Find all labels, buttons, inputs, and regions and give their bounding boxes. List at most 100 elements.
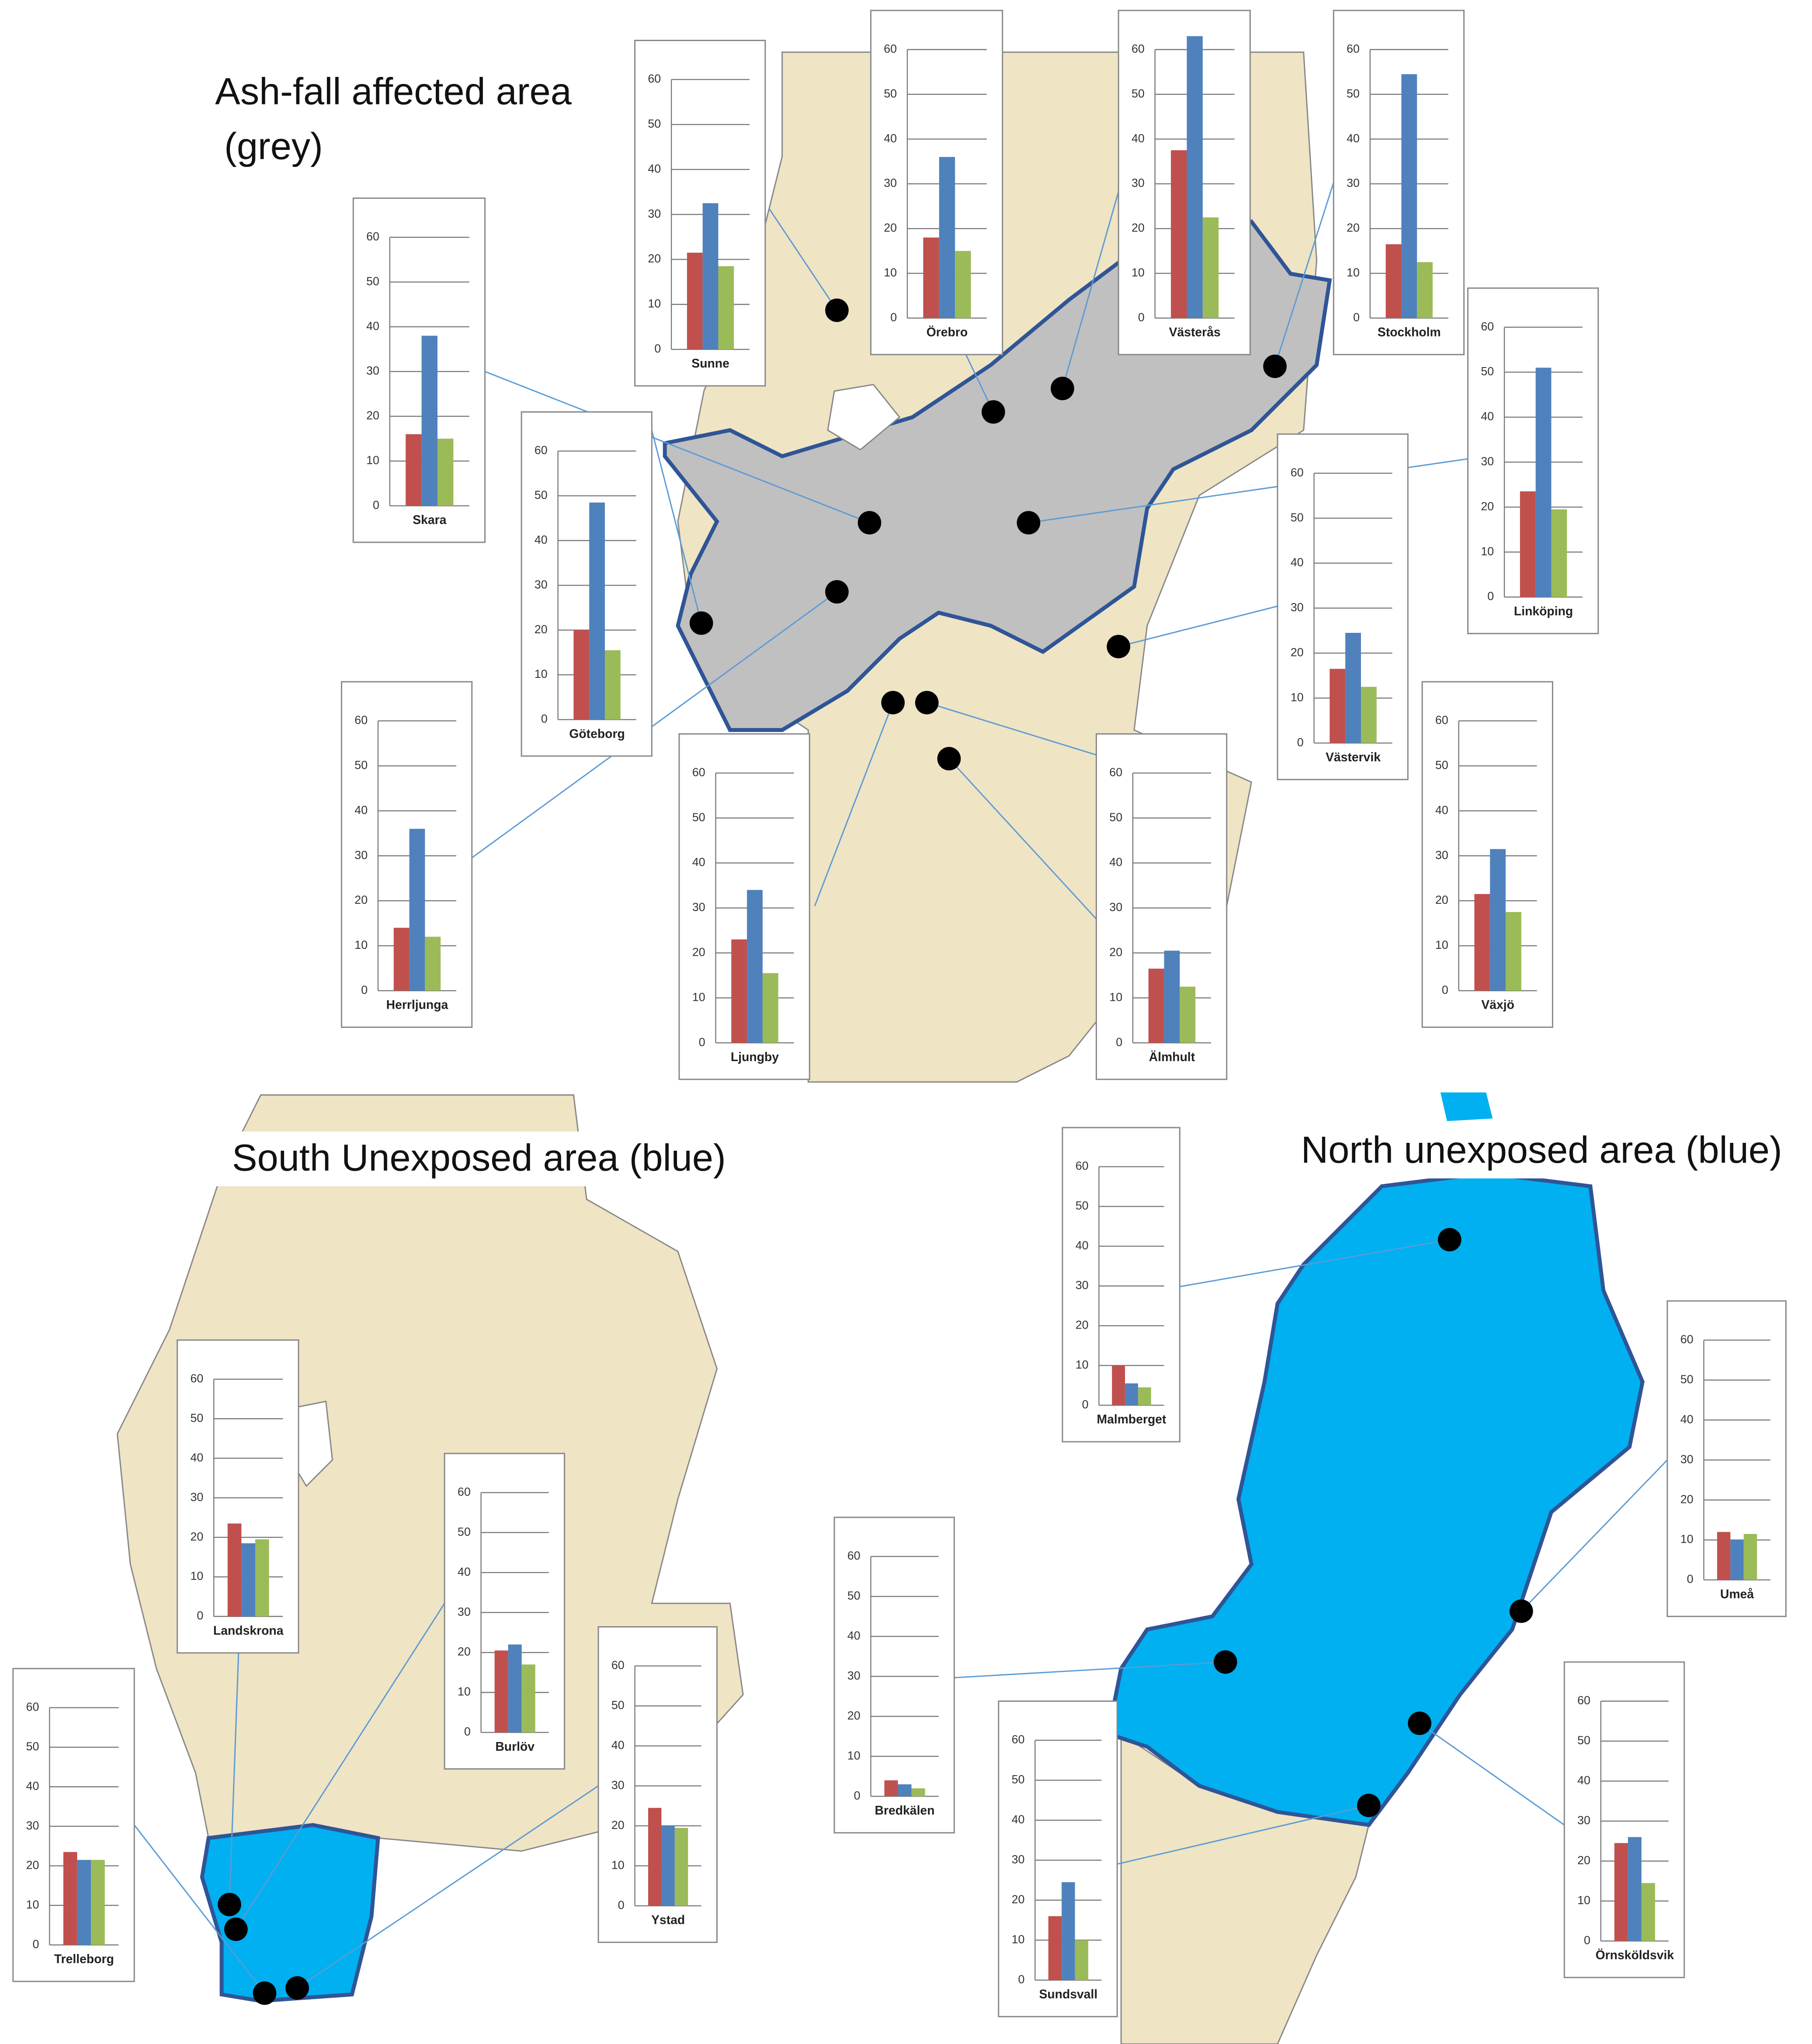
charts: 0 10 20 30 40 50 60 Skara 0 10 20 30 40 50 60 Sunne 0 10 2… bbox=[12, 10, 1787, 2017]
bar bbox=[1075, 1940, 1088, 1980]
bar bbox=[1401, 74, 1417, 318]
y-tick-label: 30 bbox=[1109, 901, 1122, 914]
bar bbox=[1345, 633, 1361, 743]
mini-chart: 0 10 20 30 40 50 60 Örebro bbox=[870, 10, 1003, 355]
y-tick-label: 60 bbox=[1109, 766, 1122, 779]
y-tick-label: 10 bbox=[1347, 266, 1360, 279]
mini-chart: 0 10 20 30 40 50 60 Örnsköldsvik bbox=[1563, 1661, 1685, 1978]
x-axis-label: Västervik bbox=[1326, 750, 1381, 764]
x-axis-label: Örnsköldsvik bbox=[1596, 1948, 1674, 1962]
site-dot bbox=[937, 747, 961, 770]
y-tick-label: 50 bbox=[1109, 811, 1122, 824]
leader-line bbox=[471, 591, 837, 858]
y-tick-label: 60 bbox=[884, 42, 897, 55]
chart-box bbox=[1666, 1300, 1787, 1617]
y-tick-label: 60 bbox=[847, 1549, 861, 1562]
y-tick-label: 20 bbox=[1109, 946, 1122, 959]
x-axis-label: Malmberget bbox=[1097, 1412, 1167, 1426]
bar bbox=[1614, 1843, 1628, 1941]
y-tick-label: 60 bbox=[1680, 1333, 1694, 1346]
y-tick-label: 50 bbox=[1347, 87, 1360, 100]
y-tick-label: 60 bbox=[366, 230, 379, 243]
y-tick-label: 50 bbox=[1680, 1373, 1694, 1386]
y-tick-label: 40 bbox=[1577, 1774, 1590, 1787]
bar bbox=[1187, 36, 1203, 318]
x-axis-label: Älmhult bbox=[1149, 1050, 1195, 1064]
y-tick-label: 30 bbox=[535, 578, 548, 591]
y-tick-label: 20 bbox=[26, 1858, 39, 1871]
y-tick-label: 30 bbox=[884, 177, 897, 190]
y-tick-label: 10 bbox=[1577, 1894, 1590, 1907]
y-tick-label: 50 bbox=[1577, 1734, 1590, 1747]
y-tick-label: 30 bbox=[1347, 177, 1360, 190]
y-tick-label: 30 bbox=[1577, 1814, 1590, 1827]
site-dot bbox=[881, 691, 905, 715]
y-tick-label: 40 bbox=[648, 162, 661, 175]
title-bg bbox=[215, 1131, 750, 1187]
site-dot bbox=[981, 400, 1005, 424]
y-tick-label: 0 bbox=[1138, 311, 1145, 324]
y-tick-label: 0 bbox=[1082, 1398, 1089, 1411]
y-tick-label: 40 bbox=[847, 1629, 861, 1642]
x-axis-label: Burlöv bbox=[495, 1740, 535, 1754]
y-tick-label: 40 bbox=[884, 132, 897, 145]
y-tick-label: 60 bbox=[354, 714, 368, 727]
y-tick-label: 0 bbox=[464, 1725, 471, 1738]
bar bbox=[1520, 491, 1536, 597]
bar bbox=[1551, 509, 1567, 597]
x-axis-label: Västerås bbox=[1169, 326, 1221, 340]
mini-chart: 0 10 20 30 40 50 60 Växjö bbox=[1421, 681, 1553, 1028]
bar bbox=[702, 203, 719, 350]
y-tick-label: 30 bbox=[648, 207, 661, 220]
y-tick-label: 10 bbox=[1012, 1933, 1025, 1946]
y-tick-label: 0 bbox=[1687, 1572, 1694, 1586]
x-axis-label: Göteborg bbox=[569, 727, 625, 741]
y-tick-label: 0 bbox=[197, 1609, 203, 1622]
y-tick-label: 0 bbox=[1297, 736, 1304, 749]
y-tick-label: 60 bbox=[1291, 466, 1304, 479]
y-tick-label: 30 bbox=[26, 1819, 39, 1832]
bar bbox=[589, 502, 605, 720]
y-tick-label: 30 bbox=[1012, 1853, 1025, 1866]
y-tick-label: 60 bbox=[1012, 1733, 1025, 1746]
bar bbox=[77, 1860, 91, 1945]
y-tick-label: 60 bbox=[692, 766, 705, 779]
y-tick-label: 60 bbox=[190, 1372, 203, 1385]
y-tick-label: 10 bbox=[1481, 545, 1494, 558]
mini-chart: 0 10 20 30 40 50 60 Ljungby bbox=[678, 733, 810, 1080]
leader-line bbox=[814, 702, 894, 906]
site-dot bbox=[1107, 635, 1131, 659]
leader-line bbox=[1419, 1722, 1565, 1826]
y-tick-label: 30 bbox=[1076, 1279, 1089, 1292]
y-tick-label: 20 bbox=[1132, 221, 1145, 234]
y-tick-label: 30 bbox=[1132, 177, 1145, 190]
y-tick-label: 20 bbox=[190, 1530, 203, 1543]
y-tick-label: 0 bbox=[373, 498, 379, 511]
leader-line bbox=[485, 371, 870, 524]
site-dot bbox=[218, 1892, 241, 1916]
bar bbox=[421, 336, 438, 506]
y-tick-label: 30 bbox=[366, 364, 379, 377]
bar bbox=[911, 1788, 925, 1797]
bar bbox=[1125, 1383, 1138, 1405]
mini-chart: 0 10 20 30 40 50 60 Linköping bbox=[1467, 287, 1599, 635]
y-tick-label: 20 bbox=[648, 252, 661, 265]
y-tick-label: 10 bbox=[366, 454, 379, 467]
y-tick-label: 20 bbox=[692, 946, 705, 959]
bar bbox=[1202, 217, 1219, 318]
leader-line bbox=[768, 208, 838, 311]
y-tick-label: 20 bbox=[611, 1818, 625, 1832]
y-tick-label: 50 bbox=[611, 1699, 625, 1712]
y-tick-label: 40 bbox=[1109, 856, 1122, 869]
site-dot bbox=[1017, 511, 1041, 534]
mini-chart: 0 10 20 30 40 50 60 Älmhult bbox=[1095, 733, 1228, 1080]
mini-chart: 0 10 20 30 40 50 60 Stockholm bbox=[1333, 10, 1465, 355]
y-tick-label: 0 bbox=[1116, 1035, 1122, 1048]
y-tick-label: 30 bbox=[1481, 455, 1494, 468]
y-tick-label: 50 bbox=[354, 758, 368, 771]
y-tick-label: 60 bbox=[1435, 714, 1448, 727]
mini-chart: 0 10 20 30 40 50 60 Ystad bbox=[597, 1626, 718, 1943]
y-tick-label: 40 bbox=[692, 856, 705, 869]
bar bbox=[1138, 1387, 1151, 1405]
bar bbox=[1474, 894, 1490, 991]
